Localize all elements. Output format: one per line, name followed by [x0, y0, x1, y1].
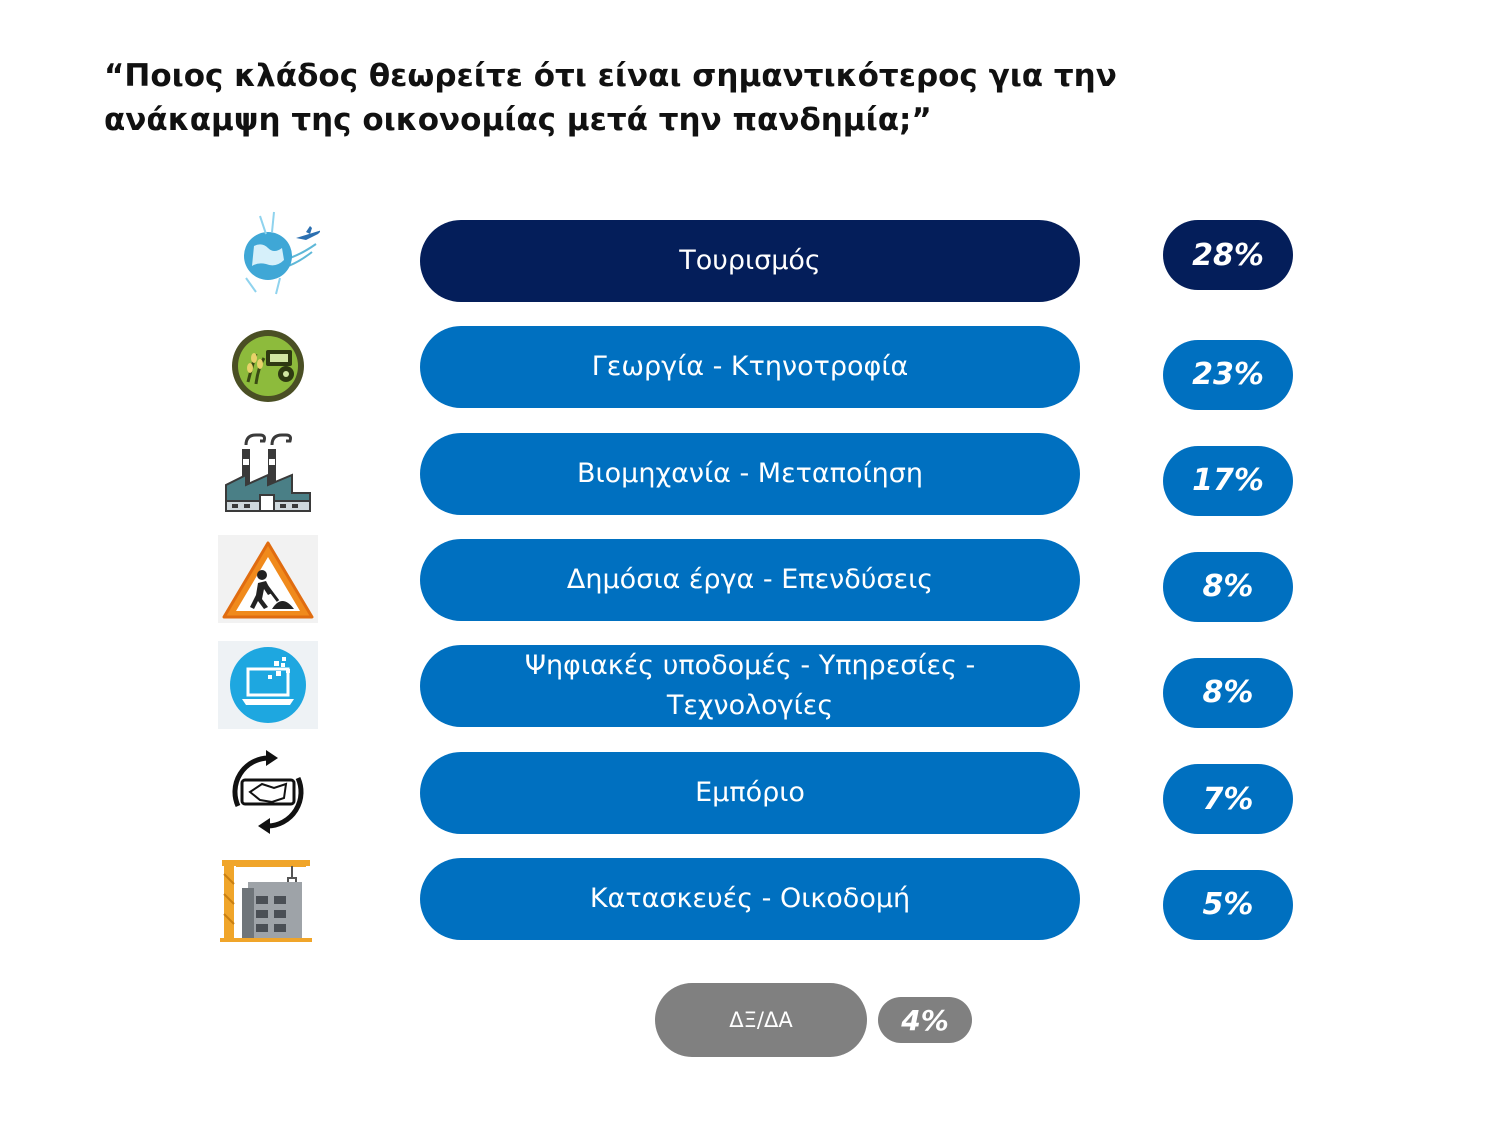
na-value-badge: 4% [878, 997, 972, 1043]
value-label: 17% [1163, 445, 1293, 516]
value-label: 8% [1163, 657, 1293, 728]
value-label: 7% [1163, 764, 1293, 834]
category-label: Γεωργία - Κτηνοτροφία [420, 326, 1080, 409]
value-label: 8% [1163, 551, 1293, 622]
value-label: 5% [1163, 869, 1293, 940]
chart-row: Δημόσια έργα - Επενδύσεις 8% [0, 534, 1500, 623]
factory-icon [216, 429, 320, 517]
chart-row: Βιομηχανία - Μεταποίηση 17% [0, 432, 1500, 516]
globe-plane-icon [216, 208, 320, 296]
chart-row: Γεωργία - Κτηνοτροφία 23% [0, 326, 1500, 410]
chart-row: Τουρισμός 28% [0, 211, 1500, 302]
tractor-wheat-icon [216, 322, 320, 410]
chart-row: Εμπόριο 7% [0, 749, 1500, 834]
na-category-pill: ΔΞ/ΔΑ [655, 983, 867, 1057]
category-label: Βιομηχανία - Μεταποίηση [420, 432, 1080, 515]
category-label: Δημόσια έργα - Επενδύσεις [420, 538, 1080, 621]
handshake-cycle-icon [216, 748, 320, 836]
value-label: 23% [1163, 339, 1293, 410]
value-label: 28% [1163, 220, 1293, 290]
category-label: Εμπόριο [420, 751, 1080, 834]
laptop-icon [216, 641, 320, 730]
category-label: Κατασκευές - Οικοδομή [420, 857, 1080, 940]
chart-row: Ψηφιακές υποδομές - Υπηρεσίες - Τεχνολογ… [0, 641, 1500, 730]
road-work-sign-icon [216, 534, 320, 623]
category-label: Ψηφιακές υποδομές - Υπηρεσίες - Τεχνολογ… [420, 645, 1080, 728]
page-title: “Ποιος κλάδος θεωρείτε ότι είναι σημαντι… [104, 58, 1117, 138]
crane-building-icon [216, 854, 320, 942]
chart-row: Κατασκευές - Οικοδομή 5% [0, 857, 1500, 942]
category-label: Τουρισμός [420, 220, 1080, 302]
